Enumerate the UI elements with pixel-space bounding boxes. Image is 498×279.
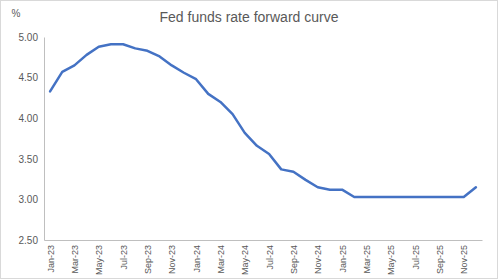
y-tick-label: 5.00	[19, 32, 39, 43]
x-tick-label: May-25	[386, 245, 396, 275]
x-tick: Mar-24	[216, 240, 226, 274]
x-tick-label: Jul-25	[411, 245, 421, 270]
y-tick: 3.50	[19, 154, 44, 165]
plot: 2.50 3.00 3.50 4.00 4.50 5.00 Jan-23 Mar-23 May-…	[19, 32, 483, 275]
x-tick: Jan-23	[46, 240, 56, 273]
x-tick-label: Nov-23	[167, 245, 177, 274]
y-tick: 3.00	[19, 194, 44, 205]
x-tick: Nov-25	[459, 240, 469, 274]
chart: Fed funds rate forward curve% 2.50 3.00 3.5…	[0, 0, 498, 279]
x-tick-label: Jan-23	[46, 245, 56, 273]
x-tick: Jul-25	[411, 240, 421, 270]
x-tick-label: Sep-25	[435, 245, 445, 274]
x-tick-label: Jul-24	[265, 245, 275, 270]
y-tick: 5.00	[19, 32, 44, 43]
y-tick-label: 4.00	[19, 113, 39, 124]
x-tick-label: May-24	[240, 245, 250, 275]
x-tick-label: Mar-23	[70, 245, 80, 274]
x-tick: Nov-24	[313, 240, 323, 274]
chart-border	[1, 1, 498, 279]
y-tick-label: 2.50	[19, 235, 39, 246]
x-tick: May-23	[94, 240, 104, 275]
y-tick-label: 3.50	[19, 154, 39, 165]
y-axis: 2.50 3.00 3.50 4.00 4.50 5.00	[19, 32, 45, 246]
x-tick-label: Sep-24	[289, 245, 299, 274]
x-tick: Jan-24	[192, 240, 202, 273]
x-tick: May-24	[240, 240, 250, 275]
x-tick-label: Nov-25	[459, 245, 469, 274]
x-tick: Mar-23	[70, 240, 80, 274]
x-tick-label: Nov-24	[313, 245, 323, 274]
x-tick: Jul-23	[119, 240, 129, 270]
x-tick: Sep-25	[435, 240, 445, 274]
series-group	[50, 44, 476, 197]
x-tick: May-25	[386, 240, 396, 275]
x-tick: Sep-24	[289, 240, 299, 274]
x-tick-label: Jan-24	[192, 245, 202, 273]
x-tick: Mar-25	[362, 240, 372, 274]
x-tick: Nov-23	[167, 240, 177, 274]
x-tick-label: Jul-23	[119, 245, 129, 270]
x-tick: Sep-23	[143, 240, 153, 274]
x-tick: Jan-25	[338, 240, 348, 273]
x-tick-label: May-23	[94, 245, 104, 275]
y-tick: 2.50	[19, 235, 44, 246]
y-tick: 4.50	[19, 72, 44, 83]
x-tick-label: Mar-25	[362, 245, 372, 274]
x-tick-label: Mar-24	[216, 245, 226, 274]
x-tick-label: Jan-25	[338, 245, 348, 273]
x-tick: Jul-24	[265, 240, 275, 270]
line	[50, 44, 476, 197]
x-axis-line	[45, 240, 483, 241]
y-tick: 4.00	[19, 113, 44, 124]
title: Fed funds rate forward curve	[160, 9, 339, 25]
y-tick-label: 3.00	[19, 194, 39, 205]
y-axis-line	[44, 38, 45, 241]
y-axis-title: %	[12, 8, 21, 19]
x-tick-label: Sep-23	[143, 245, 153, 274]
x-axis: Jan-23 Mar-23 May-23 Jul-23 Sep-23 Nov-23 Jan-…	[45, 240, 483, 275]
y-tick-label: 4.50	[19, 72, 39, 83]
